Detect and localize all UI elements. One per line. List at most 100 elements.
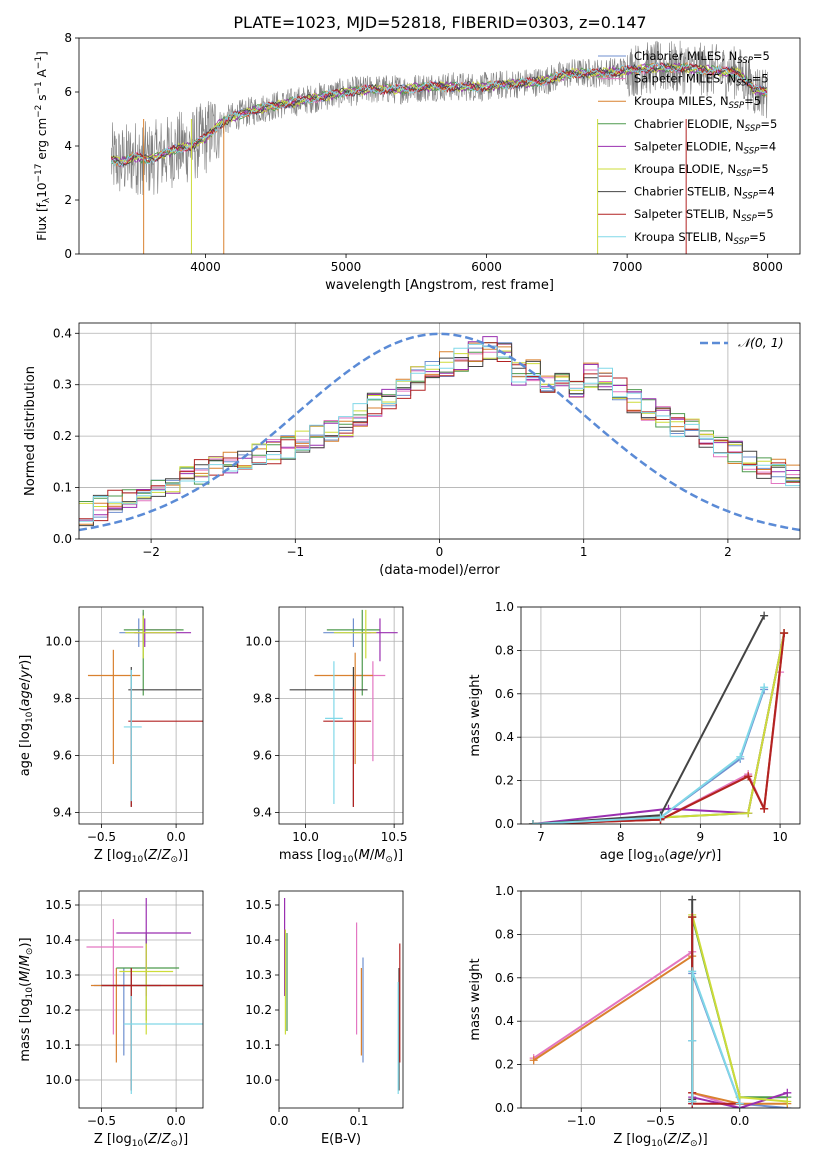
y-axis-label: mass weight <box>468 958 483 1040</box>
x-axis-label: mass [log10(M/M⊙)] <box>279 848 403 865</box>
mass-vs-extinction-panel: 0.0 0.1 10.0 10.1 10.2 10.3 10.4 10.5 E(B-V) <box>245 890 404 1147</box>
y-tick-label: 9.8 <box>53 691 72 705</box>
errorbar-series <box>284 898 401 1094</box>
y-tick-label: 0.8 <box>495 643 514 657</box>
y-tick-label: 10.0 <box>245 634 272 648</box>
legend-label: Chabrier MILES, NSSP=5 <box>634 49 770 66</box>
y-axis-label: age [log10(age/yr)] <box>18 655 35 777</box>
x-tick-label: 10 <box>772 830 787 844</box>
errorbar-series <box>87 609 203 807</box>
y-tick-label: 0.4 <box>495 1014 514 1028</box>
x-axis-label: Z [log10(Z/Z⊙)] <box>94 1132 188 1149</box>
x-tick-label: −0.5 <box>87 830 116 844</box>
weight-line-0 <box>532 689 766 824</box>
model-spectrum-6 <box>111 62 768 167</box>
x-tick-label: 0.0 <box>167 830 186 844</box>
legend-label: Kroupa MILES, NSSP=5 <box>634 94 761 111</box>
x-axis-label: wavelength [Angstrom, rest frame] <box>325 278 554 293</box>
x-tick-label: 1 <box>580 545 588 559</box>
errorbar-series <box>289 609 398 807</box>
x-tick-label: −0.5 <box>646 1114 675 1128</box>
x-axis-label: E(B-V) <box>321 1132 361 1147</box>
mass-weight-vs-age-panel: 7 8 9 10 0.0 0.2 0.4 0.6 0.8 1.0 age [log10(age/yr… <box>468 600 801 865</box>
weight-marker-2 <box>529 1056 538 1065</box>
y-tick-label: 0.2 <box>495 1058 514 1072</box>
x-tick-label: 7 <box>537 830 545 844</box>
legend-label: Kroupa ELODIE, NSSP=5 <box>634 162 769 179</box>
legend-label: 𝒩(0, 1) <box>738 335 784 350</box>
spectrum-lines <box>110 40 768 254</box>
y-tick-label: 9.6 <box>253 748 272 762</box>
x-tick-label: 10.5 <box>381 830 408 844</box>
x-tick-label: −2 <box>142 545 160 559</box>
weight-marker-8 <box>656 813 665 822</box>
y-tick-label: 8 <box>64 31 72 45</box>
plot-frame <box>78 322 801 540</box>
y-tick-label: 2 <box>64 193 72 207</box>
x-tick-label: 0 <box>436 545 444 559</box>
x-tick-label: 6000 <box>471 260 502 274</box>
x-tick-label: 0.1 <box>349 1114 368 1128</box>
y-tick-label: 0.8 <box>495 927 514 941</box>
legend-label: Chabrier ELODIE, NSSP=5 <box>634 117 777 134</box>
y-tick-label: 0.0 <box>53 532 72 546</box>
weight-series <box>528 611 789 824</box>
age-vs-mass-panel: 10.0 10.5 9.4 9.6 9.8 10.0 mass [log10(M/M⊙)] <box>245 606 408 865</box>
y-tick-label: 4 <box>64 139 72 153</box>
legend-label: Kroupa STELIB, NSSP=5 <box>634 230 766 247</box>
y-tick-label: 10.2 <box>45 1003 72 1017</box>
weight-line-8 <box>691 970 741 1105</box>
y-tick-label: 10.3 <box>245 968 272 982</box>
weight-marker-7 <box>780 629 789 638</box>
weight-marker-6 <box>760 611 769 620</box>
y-tick-label: 0.4 <box>53 326 72 340</box>
y-tick-label: 0.1 <box>53 481 72 495</box>
x-tick-label: 4000 <box>190 260 221 274</box>
errorbar-series <box>86 898 203 1094</box>
y-tick-label: 9.6 <box>53 748 72 762</box>
plot-frame <box>78 37 801 255</box>
y-tick-label: 9.4 <box>53 806 72 820</box>
histogram-step-7 <box>79 342 800 522</box>
plot-frame <box>520 890 801 1109</box>
y-tick-label: 10.0 <box>45 1073 72 1087</box>
weight-marker-4 <box>783 1088 792 1097</box>
plot-frame <box>278 606 404 825</box>
y-tick-label: 10.1 <box>245 1038 272 1052</box>
x-tick-label: 0.0 <box>167 1114 186 1128</box>
x-tick-label: −0.5 <box>87 1114 116 1128</box>
histogram-series <box>79 332 800 532</box>
x-tick-label: 8 <box>617 830 625 844</box>
y-tick-label: 6 <box>64 85 72 99</box>
weight-marker-8 <box>688 967 697 976</box>
x-tick-label: 0.0 <box>730 1114 749 1128</box>
y-tick-label: 0.6 <box>495 687 514 701</box>
figure-title: PLATE=1023, MJD=52818, FIBERID=0303, z=0… <box>233 13 646 32</box>
y-tick-label: 10.1 <box>45 1038 72 1052</box>
plot-frame <box>278 890 404 1109</box>
y-tick-label: 1.0 <box>495 884 514 898</box>
weight-line-8 <box>532 686 766 824</box>
y-tick-label: 9.4 <box>253 806 272 820</box>
weight-marker-8 <box>736 752 745 761</box>
weight-line-3 <box>532 632 786 824</box>
mass-vs-metallicity-panel: −0.5 0.0 10.0 10.1 10.2 10.3 10.4 10.5 Z [log10(… <box>18 890 204 1149</box>
y-tick-label: 1.0 <box>495 600 514 614</box>
weight-marker-7 <box>688 913 697 922</box>
x-tick-label: 2 <box>724 545 732 559</box>
x-axis-label: (data-model)/error <box>379 563 500 578</box>
weight-marker-8 <box>688 1097 697 1106</box>
histogram-step-8 <box>79 343 800 522</box>
plot-frame <box>520 606 801 825</box>
y-tick-label: 0.2 <box>53 429 72 443</box>
y-tick-label: 0.3 <box>53 378 72 392</box>
mass-weight-vs-metallicity-panel: −1.0 −0.5 0.0 0.0 0.2 0.4 0.6 0.8 1.0 Z [log10(Z/… <box>468 884 801 1149</box>
x-tick-label: −1 <box>286 545 304 559</box>
y-tick-label: 10.0 <box>245 1073 272 1087</box>
y-axis-label: mass [log10(M/M⊙)] <box>18 937 35 1061</box>
age-vs-metallicity-panel: −0.5 0.0 9.4 9.6 9.8 10.0 Z [log10(Z/Z⊙)] age [… <box>18 606 204 865</box>
y-tick-label: 10.4 <box>245 933 272 947</box>
weight-marker-7 <box>744 772 753 781</box>
legend-label: Salpeter ELODIE, NSSP=4 <box>634 139 776 156</box>
x-tick-label: 0.0 <box>269 1114 288 1128</box>
